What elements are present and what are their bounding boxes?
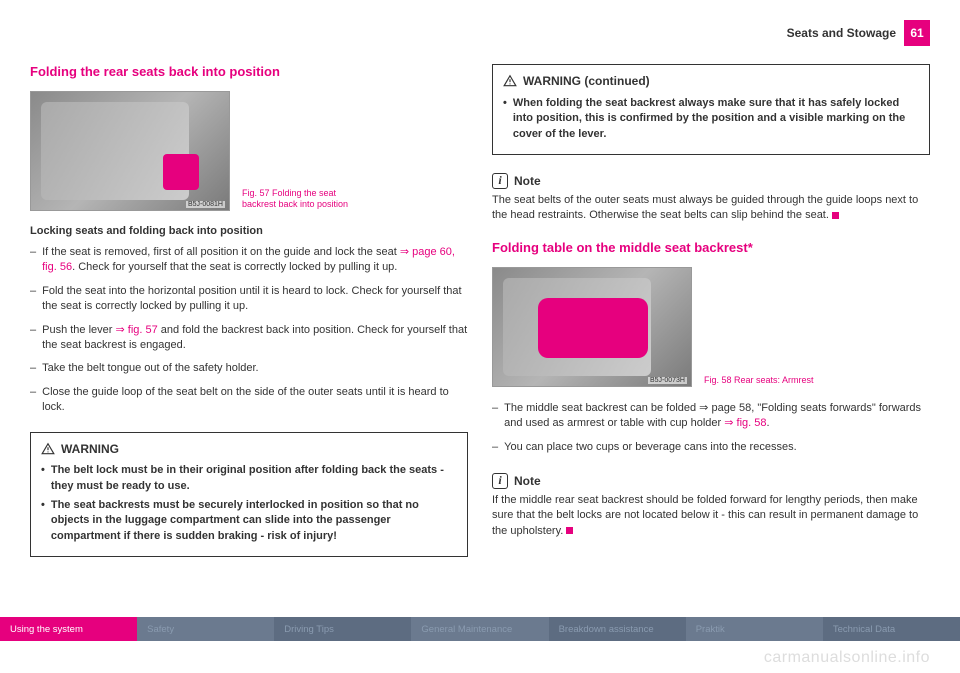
page-header: Seats and Stowage 61 xyxy=(30,20,930,46)
bullet-text: Push the lever ⇒ fig. 57 and fold the ba… xyxy=(42,323,468,354)
bullet-text: You can place two cups or beverage cans … xyxy=(504,440,797,455)
nav-breakdown-assistance[interactable]: Breakdown assistance xyxy=(549,617,686,641)
bullet-dash-icon: – xyxy=(30,323,36,354)
list-item: – Fold the seat into the horizontal posi… xyxy=(30,284,468,315)
left-subheading: Locking seats and folding back into posi… xyxy=(30,225,468,237)
right-column: WARNING (continued) •When folding the se… xyxy=(492,64,930,565)
figure-57-code: B5J-0081H xyxy=(186,201,225,208)
left-section-heading: Folding the rear seats back into positio… xyxy=(30,64,468,79)
section-title: Seats and Stowage xyxy=(787,26,896,40)
bullet-dot-icon: • xyxy=(41,463,45,494)
list-item: – You can place two cups or beverage can… xyxy=(492,440,930,455)
list-item: – The middle seat backrest can be folded… xyxy=(492,401,930,432)
warning-item: •The belt lock must be in their original… xyxy=(41,463,457,494)
warning-continued-box: WARNING (continued) •When folding the se… xyxy=(492,64,930,155)
note-heading: i Note xyxy=(492,173,930,189)
warning-item: •When folding the seat backrest always m… xyxy=(503,96,919,142)
figure-57-row: B5J-0081H Fig. 57 Folding the seat backr… xyxy=(30,91,468,211)
crossref-link[interactable]: ⇒ fig. 57 xyxy=(116,324,158,336)
left-column: Folding the rear seats back into positio… xyxy=(30,64,468,565)
list-item: – Take the belt tongue out of the safety… xyxy=(30,361,468,376)
bullet-dash-icon: – xyxy=(30,361,36,376)
warning-item: •The seat backrests must be securely int… xyxy=(41,498,457,544)
bullet-text: Take the belt tongue out of the safety h… xyxy=(42,361,259,376)
list-item: – Push the lever ⇒ fig. 57 and fold the … xyxy=(30,323,468,354)
end-marker-icon xyxy=(832,212,839,219)
warning-continued-label: WARNING (continued) xyxy=(523,73,650,90)
list-item: – If the seat is removed, first of all p… xyxy=(30,245,468,276)
warning-heading: WARNING xyxy=(41,441,457,458)
warning-box: WARNING •The belt lock must be in their … xyxy=(30,432,468,558)
nav-safety[interactable]: Safety xyxy=(137,617,274,641)
info-icon: i xyxy=(492,173,508,189)
warning-triangle-icon xyxy=(503,74,517,88)
warning-label: WARNING xyxy=(61,441,119,458)
nav-technical-data[interactable]: Technical Data xyxy=(823,617,960,641)
note-text: The seat belts of the outer seats must a… xyxy=(492,193,930,224)
figure-58-image: B5J-0073H xyxy=(492,267,692,387)
page-number-badge: 61 xyxy=(904,20,930,46)
figure-58-highlight xyxy=(538,298,648,358)
two-column-layout: Folding the rear seats back into positio… xyxy=(30,64,930,565)
end-marker-icon xyxy=(566,527,573,534)
info-icon: i xyxy=(492,473,508,489)
note-heading: i Note xyxy=(492,473,930,489)
nav-driving-tips[interactable]: Driving Tips xyxy=(274,617,411,641)
note-label: Note xyxy=(514,174,541,188)
warning-triangle-icon xyxy=(41,442,55,456)
bullet-dash-icon: – xyxy=(30,284,36,315)
list-item: – Close the guide loop of the seat belt … xyxy=(30,385,468,416)
bullet-dot-icon: • xyxy=(503,96,507,142)
footer-nav: Using the system Safety Driving Tips Gen… xyxy=(0,617,960,641)
note-text: If the middle rear seat backrest should … xyxy=(492,493,930,539)
note-label: Note xyxy=(514,474,541,488)
figure-58-code: B5J-0073H xyxy=(648,377,687,384)
nav-praktik[interactable]: Praktik xyxy=(686,617,823,641)
figure-58-row: B5J-0073H Fig. 58 Rear seats: Armrest xyxy=(492,267,930,387)
bullet-dash-icon: – xyxy=(492,440,498,455)
bullet-dash-icon: – xyxy=(30,385,36,416)
crossref-link[interactable]: ⇒ fig. 58 xyxy=(724,417,766,429)
watermark-text: carmanualsonline.info xyxy=(764,649,930,667)
figure-57-image: B5J-0081H xyxy=(30,91,230,211)
warning-continued-heading: WARNING (continued) xyxy=(503,73,919,90)
nav-general-maintenance[interactable]: General Maintenance xyxy=(411,617,548,641)
bullet-text: If the seat is removed, first of all pos… xyxy=(42,245,468,276)
page-content: Seats and Stowage 61 Folding the rear se… xyxy=(0,0,960,610)
bullet-text: The middle seat backrest can be folded ⇒… xyxy=(504,401,930,432)
figure-57-caption: Fig. 57 Folding the seat backrest back i… xyxy=(242,188,362,211)
bullet-dash-icon: – xyxy=(30,245,36,276)
bullet-text: Close the guide loop of the seat belt on… xyxy=(42,385,468,416)
bullet-text: Fold the seat into the horizontal positi… xyxy=(42,284,468,315)
bullet-dash-icon: – xyxy=(492,401,498,432)
right-section-heading: Folding table on the middle seat backres… xyxy=(492,240,930,255)
bullet-dot-icon: • xyxy=(41,498,45,544)
figure-58-caption: Fig. 58 Rear seats: Armrest xyxy=(704,375,824,387)
figure-57-highlight xyxy=(163,154,199,190)
nav-using-system[interactable]: Using the system xyxy=(0,617,137,641)
